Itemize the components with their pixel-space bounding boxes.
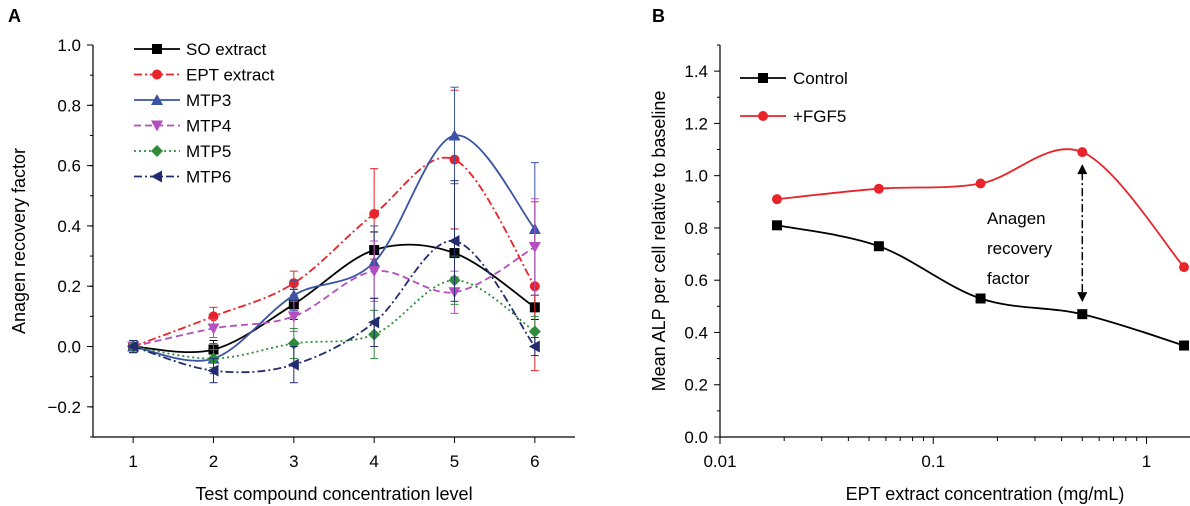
legend-label: MTP5: [186, 142, 231, 161]
y-tick-label-b: 0.2: [684, 376, 708, 395]
y-tick-label-a: 0.6: [57, 157, 81, 176]
y-tick-label-b: 0.0: [684, 428, 708, 447]
legend-item-b: +FGF5: [740, 107, 846, 126]
data-point: [528, 340, 540, 353]
data-point: [368, 316, 380, 329]
series-a-mtp6: MTP6: [127, 168, 540, 384]
x-tick-label-a: 5: [450, 452, 459, 471]
data-point: [528, 325, 541, 338]
series-line: [776, 148, 1185, 268]
annotation-label: recovery: [987, 239, 1053, 258]
data-point: [207, 323, 220, 335]
data-point: [207, 364, 219, 377]
data-point: [287, 358, 299, 371]
data-point: [975, 293, 986, 304]
data-point: [369, 208, 380, 219]
x-tick-label-a: 4: [369, 452, 378, 471]
series-a-so-extract: SO extract: [128, 40, 540, 360]
y-axis-label-a: Anagen recovery factor: [9, 148, 29, 334]
data-point: [975, 178, 986, 189]
data-point: [287, 311, 300, 323]
series-line: [133, 246, 536, 348]
annotation-arrowhead-up: [1077, 164, 1088, 175]
y-tick-label-b: 1.0: [684, 167, 708, 186]
legend-marker: [152, 69, 162, 80]
chart-a: −0.2 0.0 0.2 0.4 0.6 0.8 1.0 1 2 3 4 5 6 Test compoun…: [9, 36, 575, 504]
y-axis-label-b: Mean ALP per cell relative to baseline: [649, 91, 669, 392]
data-point: [127, 340, 139, 353]
legend-label: +FGF5: [793, 107, 846, 126]
y-tick-label-a: 0.8: [57, 96, 81, 115]
data-point: [1179, 340, 1190, 351]
data-point: [771, 220, 782, 231]
legend-marker: [151, 120, 163, 132]
panel-a-label: A: [8, 6, 21, 26]
data-point: [208, 311, 219, 322]
x-tick-label-b: 1: [1142, 452, 1151, 471]
data-point: [448, 129, 461, 141]
legend-marker: [151, 145, 163, 157]
legend-label: MTP3: [186, 91, 231, 110]
x-axis-label-b: EPT extract concentration (mg/mL): [846, 484, 1125, 504]
data-point: [1077, 147, 1088, 158]
panel-b-label: B: [652, 6, 665, 26]
annotation-arrowhead-down: [1077, 292, 1088, 303]
x-tick-label-a: 6: [530, 452, 539, 471]
series-line: [776, 224, 1185, 347]
chart-b: 0.0 0.2 0.4 0.6 0.8 1.0 1.2 1.4 0.01 0.1 1 EPT extr…: [649, 44, 1190, 504]
legend-label: SO extract: [186, 40, 267, 59]
series-b-control: [771, 220, 1190, 351]
y-tick-label-b: 0.6: [684, 271, 708, 290]
y-tick-label-a: 1.0: [57, 36, 81, 55]
data-point: [368, 266, 381, 278]
y-tick-label-a: 0.0: [57, 338, 81, 357]
data-point: [1179, 262, 1190, 273]
series-b--fgf5: [771, 147, 1190, 273]
legend-label: MTP4: [186, 117, 231, 136]
y-tick-label-a: 0.4: [57, 217, 81, 236]
data-point: [287, 289, 300, 301]
x-tick-label-a: 1: [128, 452, 137, 471]
legend-marker: [151, 94, 163, 105]
anagen-annotation: Anagen recovery factor: [987, 164, 1088, 303]
x-axis-label-a: Test compound concentration level: [195, 484, 472, 504]
series-a-ept-extract: EPT extract: [128, 66, 540, 372]
legend-label: EPT extract: [186, 66, 275, 85]
data-point: [873, 183, 884, 194]
legend-marker: [151, 170, 162, 183]
data-point: [448, 235, 460, 247]
legend-item-b: Control: [740, 69, 848, 88]
data-point: [873, 241, 884, 252]
annotation-label: factor: [987, 269, 1030, 288]
legend-label: MTP6: [186, 168, 231, 187]
legend-marker: [758, 73, 768, 83]
y-tick-label-b: 0.8: [684, 219, 708, 238]
x-tick-label-a: 2: [209, 452, 218, 471]
legend-label: Control: [793, 69, 848, 88]
data-point: [771, 194, 782, 205]
x-tick-label-b: 0.1: [921, 452, 945, 471]
y-tick-label-b: 1.2: [684, 114, 708, 133]
legend-marker: [758, 111, 768, 121]
series-line: [133, 243, 536, 354]
y-tick-label-b: 0.4: [684, 323, 708, 342]
series-a-mtp5: MTP5: [127, 142, 541, 369]
annotation-label: Anagen: [987, 209, 1046, 228]
y-tick-label-b: 1.4: [684, 62, 708, 81]
y-tick-label-a: 0.2: [57, 277, 81, 296]
data-point: [1077, 309, 1088, 320]
x-tick-label-a: 3: [289, 452, 298, 471]
data-point: [528, 242, 541, 254]
y-tick-label-a: −0.2: [47, 398, 81, 417]
legend-marker: [152, 44, 162, 54]
x-tick-label-b: 0.01: [703, 452, 736, 471]
